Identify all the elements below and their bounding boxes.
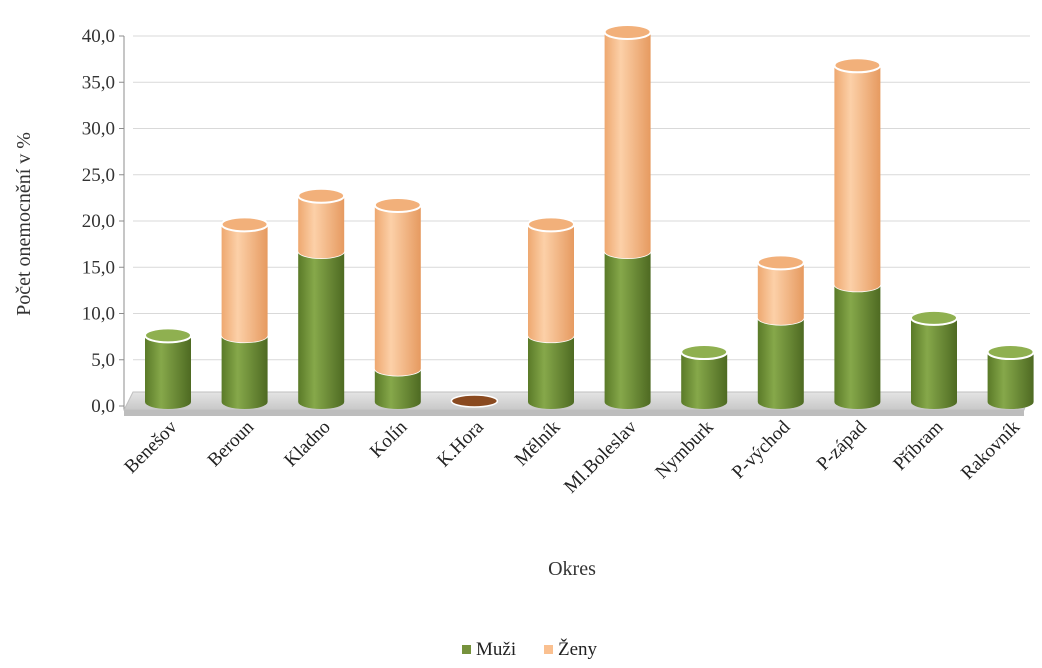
x-axis-title: Okres: [548, 558, 596, 580]
x-tick-label: Benešov: [120, 416, 181, 477]
y-tick-label: 0,0: [91, 396, 115, 417]
x-tick-label: Kolín: [366, 416, 412, 462]
bar-muzi: [986, 344, 1035, 409]
y-tick-label: 10,0: [82, 304, 115, 325]
bar-muzi: [833, 276, 882, 409]
legend-swatch: [544, 645, 553, 654]
x-tick-label: Příbram: [889, 417, 947, 475]
bar-zeny: [527, 216, 575, 343]
y-tick-label: 20,0: [82, 211, 115, 232]
bar-empty-disc: [450, 394, 499, 408]
bar-muzi: [603, 243, 652, 409]
y-tick-label: 15,0: [82, 257, 115, 278]
bar-zeny: [220, 216, 269, 343]
legend-item: Ženy: [544, 638, 598, 660]
x-tick-label: Nymburk: [651, 416, 718, 483]
legend-label: Muži: [476, 639, 516, 660]
y-tick-label: 5,0: [91, 350, 115, 371]
x-tick-label: Rakovník: [957, 416, 1024, 483]
bar-muzi: [680, 344, 729, 409]
bar-zeny: [833, 57, 882, 292]
x-tick-label: Beroun: [204, 416, 259, 471]
x-tick-label: P-východ: [728, 416, 795, 483]
bar-muzi: [144, 327, 192, 409]
x-tick-label: K.Hora: [433, 416, 488, 471]
y-tick-label: 35,0: [82, 72, 115, 93]
x-axis-labels: Benešov Beroun Kladno Kolín K.Hora MělníkMl.B…: [120, 416, 1024, 497]
legend-item: Muži: [462, 639, 516, 660]
x-tick-label: Mělník: [511, 416, 565, 470]
bar-zeny: [603, 24, 652, 259]
gridlines: [133, 35, 1030, 361]
y-axis-title: Počet onemocnění v %: [13, 132, 35, 316]
x-tick-label: Kladno: [280, 417, 334, 471]
x-tick-label: Ml.Boleslav: [560, 416, 641, 497]
y-axis: 0,0 5,0 10,0 15,0 20,0 25,0 30,0 35,0 40,0: [82, 26, 125, 417]
bar-muzi: [910, 309, 958, 409]
bar-zeny: [297, 187, 346, 259]
legend-swatch: [462, 645, 471, 654]
y-tick-label: 30,0: [82, 119, 115, 140]
floor-edge: [124, 410, 1024, 416]
legend: Muži Ženy: [462, 638, 598, 660]
bar-muzi: [757, 310, 805, 409]
legend-label: Ženy: [558, 638, 598, 660]
y-tick-label: 40,0: [82, 26, 115, 47]
y-tick-label: 25,0: [82, 165, 115, 186]
bar-zeny: [373, 196, 422, 376]
bar-muzi: [297, 243, 345, 409]
bar-zeny: [756, 254, 805, 325]
bars: [144, 24, 1035, 409]
x-tick-label: P-západ: [813, 416, 871, 474]
